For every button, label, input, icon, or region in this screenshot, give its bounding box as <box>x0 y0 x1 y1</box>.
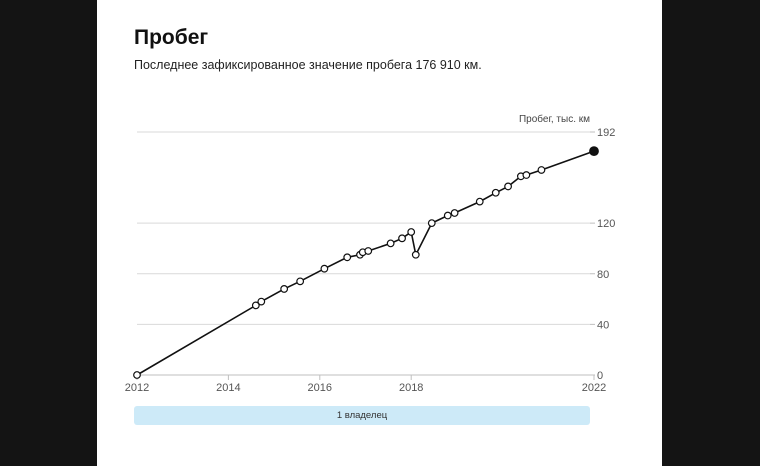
mileage-point[interactable] <box>320 264 329 273</box>
owner-period-label: 1 владелец <box>336 410 388 421</box>
y-axis-unit-label: Пробег, тыс. км <box>519 113 590 125</box>
y-tick-label: 120 <box>597 218 615 230</box>
page-subtitle: Последнее зафиксированное значение пробе… <box>134 58 482 72</box>
x-tick-label: 2022 <box>582 382 606 394</box>
mileage-chart: 0 40 80 120 192 2012 2014 2016 2018 2022 Пробег, … <box>125 113 616 394</box>
mileage-point[interactable] <box>427 219 436 228</box>
mileage-line <box>136 150 595 376</box>
x-tick-label: 2018 <box>399 382 423 394</box>
mileage-card: Пробег Последнее зафиксированное значени… <box>97 0 662 466</box>
mileage-last-point[interactable] <box>589 146 599 156</box>
grid-layer <box>137 131 590 376</box>
mileage-point[interactable] <box>251 301 260 310</box>
mileage-point[interactable] <box>398 234 406 243</box>
y-tick-label: 40 <box>597 319 609 331</box>
mileage-point[interactable] <box>475 197 484 206</box>
mileage-point[interactable] <box>296 277 305 286</box>
mileage-point[interactable] <box>411 250 420 259</box>
mileage-point[interactable] <box>443 211 452 220</box>
mileage-point[interactable] <box>343 253 352 262</box>
mileage-point[interactable] <box>133 371 141 379</box>
owner-period-bar[interactable]: 1 владелец <box>134 406 590 425</box>
axis-layer: 0 40 80 120 192 2012 2014 2016 2018 2022 <box>125 127 616 394</box>
mileage-point[interactable] <box>504 182 512 191</box>
page-title: Пробег <box>134 26 209 49</box>
mileage-point[interactable] <box>280 285 289 293</box>
mileage-point[interactable] <box>407 228 416 236</box>
mileage-point[interactable] <box>257 297 266 306</box>
y-tick-label: 80 <box>597 269 609 281</box>
y-tick-label: 0 <box>597 370 603 382</box>
mileage-point[interactable] <box>522 171 531 179</box>
x-tick-label: 2014 <box>216 382 240 394</box>
mileage-point[interactable] <box>537 166 546 174</box>
series-layer <box>133 146 599 379</box>
mileage-point[interactable] <box>450 209 459 217</box>
x-tick-label: 2016 <box>308 382 332 394</box>
mileage-point[interactable] <box>386 239 395 248</box>
mileage-point[interactable] <box>364 247 373 255</box>
x-tick-label: 2012 <box>125 382 149 394</box>
y-tick-label: 192 <box>597 127 615 139</box>
mileage-point[interactable] <box>491 188 500 197</box>
